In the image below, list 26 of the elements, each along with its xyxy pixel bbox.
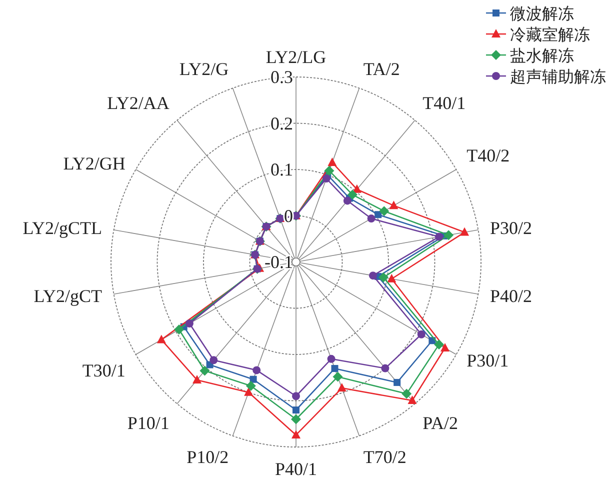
spoke-label: TA/2	[363, 58, 400, 79]
spoke-label: P10/1	[127, 412, 170, 433]
spoke-label: LY2/gCTL	[22, 218, 102, 238]
spoke-label: P40/2	[490, 286, 532, 306]
y-tick-label: 0.3	[270, 67, 293, 87]
legend-label: 微波解冻	[510, 5, 574, 23]
spoke-label: T40/1	[422, 93, 466, 114]
spoke-label: LY2/LG	[266, 47, 326, 67]
spoke-label: T30/1	[82, 360, 126, 380]
spoke-label: P30/1	[466, 350, 509, 370]
legend-label: 超声辅助解冻	[510, 68, 606, 86]
y-tick-label: 0.2	[270, 113, 293, 134]
spoke-label: P30/2	[490, 218, 532, 238]
spoke-label: LY2/AA	[107, 93, 170, 114]
legend-label: 冷藏室解冻	[510, 26, 590, 44]
legend-label: 盐水解冻	[510, 47, 574, 65]
y-tick-label: -0.1	[264, 252, 293, 272]
spoke-label: P10/2	[186, 447, 229, 468]
spoke-label: LY2/gCT	[34, 286, 102, 306]
y-tick-label: 0.1	[270, 160, 293, 180]
spoke-label: T40/2	[466, 146, 510, 166]
spoke-label: PA/2	[422, 412, 458, 433]
spoke-label: LY2/GH	[63, 154, 126, 174]
spoke-label: LY2/G	[179, 58, 229, 79]
spoke-label: T70/2	[363, 447, 406, 468]
spoke-label: P40/1	[274, 459, 318, 479]
